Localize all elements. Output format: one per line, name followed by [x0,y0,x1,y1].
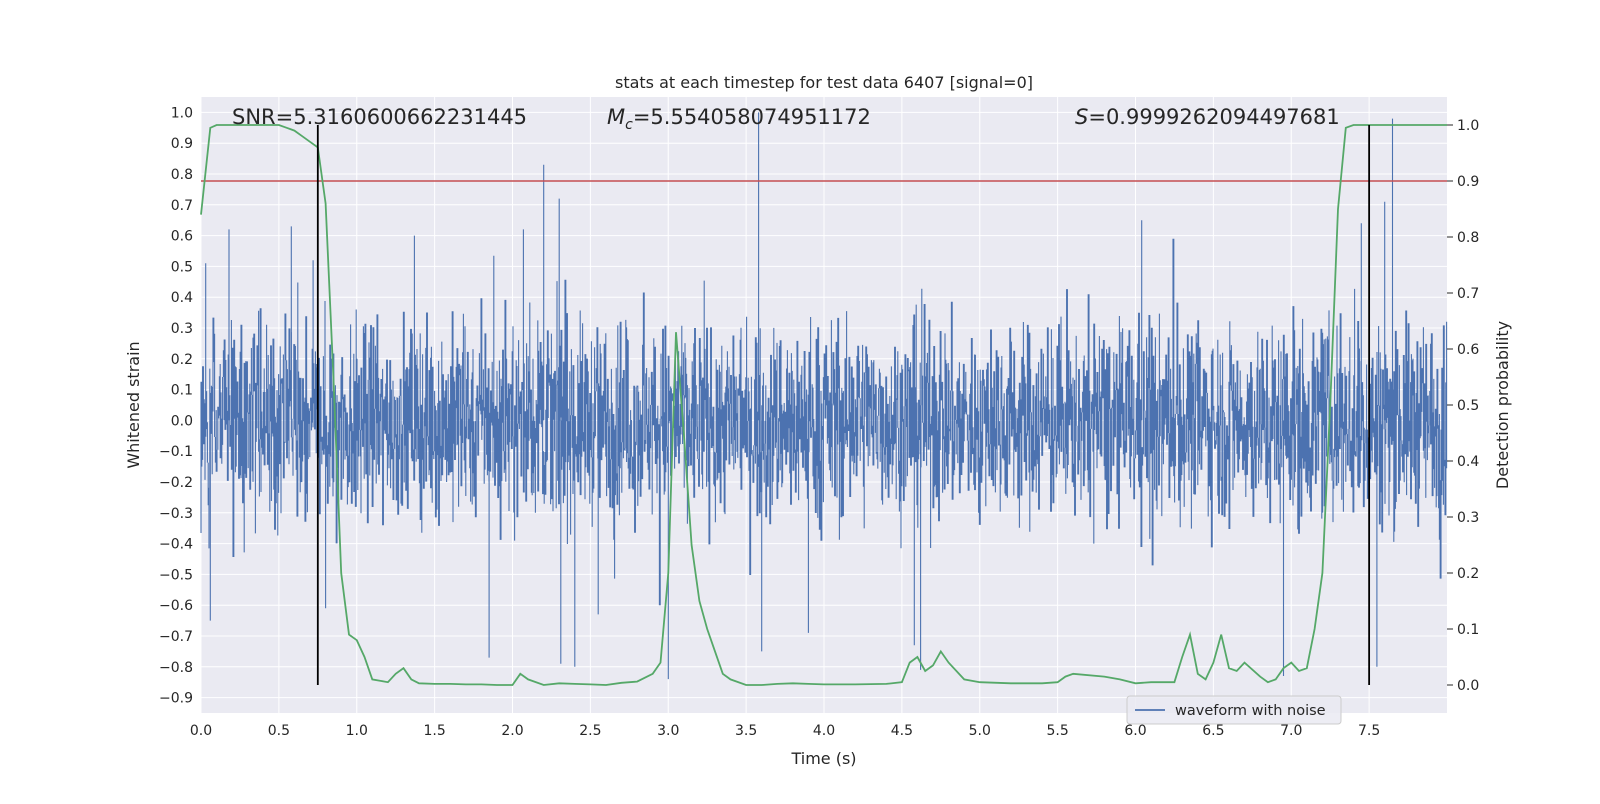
y-left-tick-label: 0.7 [171,198,193,214]
y-left-tick-label: −0.4 [159,537,193,553]
y-left-tick-label: 0.4 [171,290,193,306]
y-left-tick-label: −0.1 [159,444,193,460]
chart-title: stats at each timestep for test data 640… [615,73,1033,92]
y-left-tick-label: −0.6 [159,598,193,614]
probability-series-line [200,124,1447,686]
y-axis-label-left: Whitened strain [124,341,143,468]
score-value: =0.9999262094497681 [1088,105,1339,129]
y-left-tick-label: −0.7 [159,629,193,645]
x-tick-label: 0.5 [268,723,290,739]
y-left-tick-label: 0.9 [171,136,193,152]
y-left-tick-label: 0.5 [171,259,193,275]
y-right-tick-label: 0.3 [1457,510,1479,526]
x-tick-label: 1.0 [346,723,368,739]
y-left-tick-label: 1.0 [171,105,193,121]
chirp-mass-symbol: M [607,105,625,129]
legend: waveform with noise [1126,695,1342,725]
y-right-tick-label: 0.2 [1457,566,1479,582]
legend-label-waveform: waveform with noise [1175,703,1326,719]
score-annotation: S=0.9999262094497681 [1075,105,1340,129]
y-left-tick-label: 0.8 [171,167,193,183]
snr-annotation: SNR=5.3160600662231445 [232,105,527,129]
x-tick-label: 4.5 [891,723,913,739]
x-tick-label: 7.5 [1358,723,1380,739]
x-tick-label: 1.5 [423,723,445,739]
y-right-tick-label: 0.8 [1457,230,1479,246]
y-right-tick-label: 0.1 [1457,622,1479,638]
x-tick-label: 4.0 [813,723,835,739]
x-tick-label: 5.0 [969,723,991,739]
y-left-tick-label: −0.3 [159,506,193,522]
x-axis-label: Time (s) [790,749,856,768]
legend-box [1126,695,1342,725]
y-axis-label-right: Detection probability [1493,321,1512,489]
y-right-tick-label: 0.9 [1457,174,1479,190]
y-left-tick-label: −0.8 [159,660,193,676]
chirp-mass-annotation: Mc=5.554058074951172 [607,105,871,133]
waveform-trace [200,112,1448,680]
x-tick-label: 2.0 [501,723,523,739]
vertical-markers [316,125,1371,685]
y-right-tick-label: 0.7 [1457,286,1479,302]
chirp-mass-subscript: c [625,117,633,133]
y-right-tick-label: 0.4 [1457,454,1479,470]
x-tick-label: 3.0 [657,723,679,739]
x-tick-label: 6.0 [1124,723,1146,739]
x-tick-label: 7.0 [1280,723,1302,739]
y-right-tick-label: 0.5 [1457,398,1479,414]
y-left-tick-label: 0.0 [171,413,193,429]
waveform-series [200,112,1448,680]
y-right-tick-label: 1.0 [1457,118,1479,134]
x-tick-label: 2.5 [579,723,601,739]
y-left-tick-label: 0.6 [171,229,193,245]
x-tick-label: 6.5 [1202,723,1224,739]
y-left-tick-label: 0.1 [171,383,193,399]
y-left-tick-label: −0.9 [159,691,193,707]
x-tick-label: 0.0 [190,723,212,739]
y-right-tick-label: 0.0 [1457,678,1479,694]
chirp-mass-value: =5.554058074951172 [633,105,871,129]
y-left-tick-label: −0.5 [159,567,193,583]
x-tick-label: 3.5 [735,723,757,739]
y-right-tick-label: 0.6 [1457,342,1479,358]
y-left-tick-label: 0.2 [171,352,193,368]
y-left-tick-label: 0.3 [171,321,193,337]
x-tick-label: 5.5 [1046,723,1068,739]
y-left-tick-label: −0.2 [159,475,193,491]
score-symbol: S [1075,105,1088,129]
tick-labels: 0.0 0.5 1.0 1.5 2.0 2.5 3.0 3.5 4.0 4.5 5.0 5.5 6.0 6… [159,105,1479,739]
